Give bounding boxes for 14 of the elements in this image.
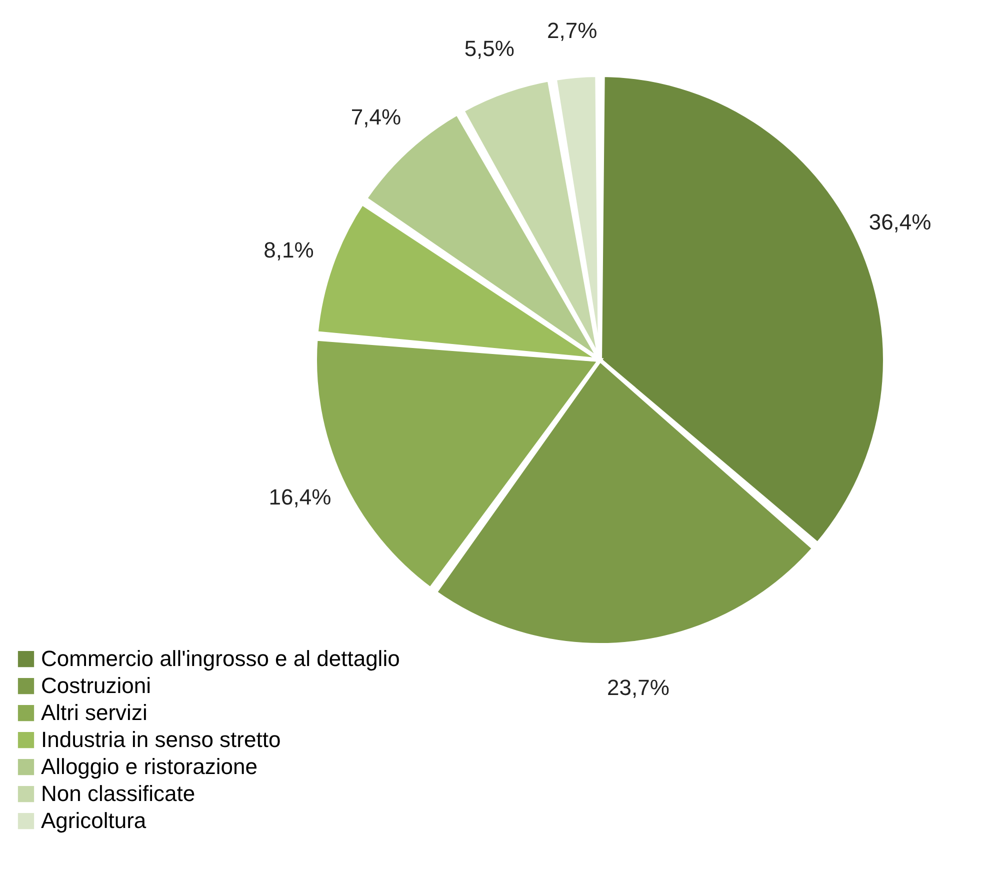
data-label: 5,5%	[464, 36, 514, 62]
data-label: 2,7%	[547, 18, 598, 44]
legend-label: Alloggio e ristorazione	[41, 754, 258, 779]
legend-label: Costruzioni	[41, 673, 152, 698]
data-label: 23,7%	[607, 674, 670, 700]
legend-label: Altri servizi	[41, 700, 148, 725]
data-label: 8,1%	[264, 237, 314, 262]
legend-label: Non classificate	[41, 781, 196, 806]
data-label: 16,4%	[268, 484, 332, 510]
legend-label: Commercio all'ingrosso e al dettaglio	[41, 646, 400, 671]
data-label: 7,4%	[350, 104, 402, 130]
legend-label: Agricoltura	[41, 808, 147, 833]
data-label: 36,4%	[868, 210, 932, 235]
legend-label: Industria in senso stretto	[41, 727, 281, 752]
